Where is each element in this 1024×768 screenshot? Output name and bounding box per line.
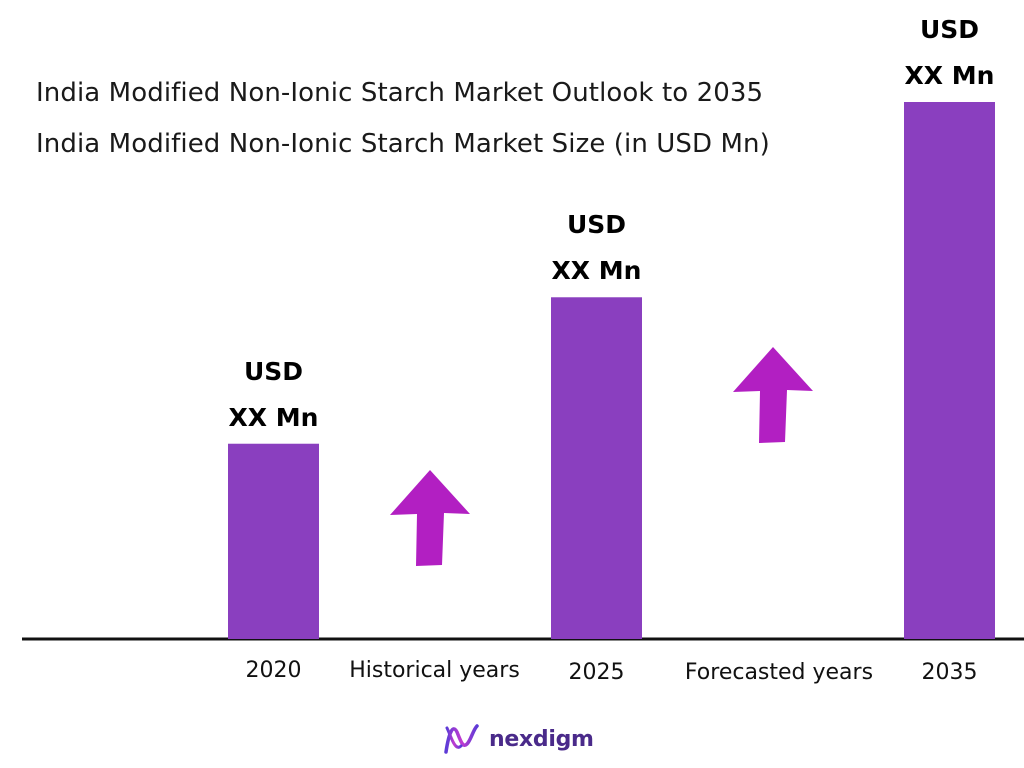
data-label-2035: USD XX Mn bbox=[880, 7, 1020, 99]
data-label-value: XX Mn bbox=[904, 61, 995, 90]
bar-2020 bbox=[228, 443, 319, 639]
chart-subtitle: India Modified Non-Ionic Starch Market S… bbox=[36, 129, 770, 159]
bar-2025 bbox=[551, 297, 642, 639]
x-tick-label-2025: 2025 bbox=[568, 660, 625, 685]
data-label-value: XX Mn bbox=[551, 256, 642, 286]
bar-2035 bbox=[904, 102, 995, 639]
data-label-2025: USD XX Mn bbox=[527, 202, 667, 294]
period-label-forecasted: Forecasted years bbox=[684, 660, 874, 685]
x-tick-label-2035: 2035 bbox=[921, 660, 978, 685]
nexdigm-logo: nexdigm bbox=[443, 722, 594, 756]
data-label-currency: USD bbox=[243, 356, 304, 386]
data-label-2020: USD XX Mn bbox=[204, 349, 344, 441]
data-label-value: XX Mn bbox=[228, 402, 319, 432]
data-label-currency: USD bbox=[919, 15, 980, 44]
nexdigm-logo-icon bbox=[444, 724, 479, 754]
growth-arrow-historical-icon bbox=[390, 470, 470, 566]
data-label-currency: USD bbox=[566, 210, 627, 240]
growth-arrow-forecast-icon bbox=[733, 347, 813, 443]
x-tick-label-2020: 2020 bbox=[245, 658, 302, 683]
chart-title: India Modified Non-Ionic Starch Market O… bbox=[36, 78, 764, 108]
brand-name: nexdigm bbox=[489, 726, 594, 752]
period-label-historical: Historical years bbox=[349, 658, 520, 683]
